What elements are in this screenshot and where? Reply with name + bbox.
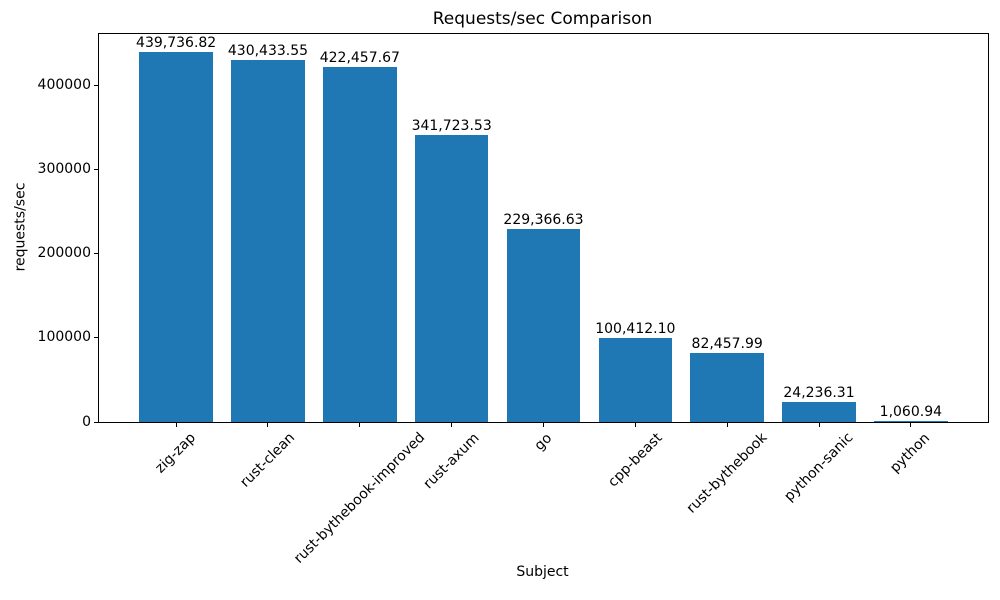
plot-area: 0 100000 200000 300000 400000 439,736.82 zig-z…: [38, 33, 989, 567]
y-tick: [94, 169, 98, 171]
x-tick: [451, 423, 453, 427]
x-tick-label-python-sanic: python-sanic: [781, 429, 857, 506]
y-tick-label: 400000: [37, 77, 91, 94]
x-tick: [634, 423, 636, 427]
bar-rust-axum: [414, 134, 489, 422]
x-tick-label-cpp-beast: cpp-beast: [604, 429, 666, 491]
y-tick-label: 200000: [37, 245, 91, 262]
bar-rust-bythebook: [690, 352, 764, 422]
bar-value-label: 229,366.63: [503, 212, 584, 229]
y-axis-label: requests/sec: [12, 182, 29, 272]
bar-cpp-beast: [598, 337, 673, 422]
bar-rust-bythebook-improved: [323, 66, 397, 422]
bar-value-label: 1,060.94: [879, 404, 943, 421]
y-tick: [94, 421, 98, 423]
x-tick: [726, 423, 728, 427]
y-tick-label: 0: [82, 413, 91, 430]
bar-value-label: 24,236.31: [783, 384, 855, 401]
bar-rust-clean: [231, 60, 305, 422]
bar-value-label: 82,457.99: [691, 335, 763, 352]
y-tick: [94, 85, 98, 87]
y-tick: [94, 337, 98, 339]
x-tick: [818, 423, 820, 427]
x-tick: [910, 423, 912, 427]
x-tick-label-rust-clean: rust-clean: [237, 429, 299, 491]
bar-value-label: 422,457.67: [319, 49, 400, 66]
x-tick: [543, 423, 544, 427]
bar-python: [874, 421, 948, 422]
x-axis-label: Subject: [516, 564, 569, 580]
y-tick-label: 100000: [37, 329, 91, 346]
bar-value-label: 430,433.55: [227, 43, 309, 60]
x-tick: [359, 423, 361, 427]
y-tick-label: 300000: [37, 161, 91, 178]
x-tick-label-rust-axum: rust-axum: [420, 430, 483, 493]
x-tick-label-zig-zap: zig-zap: [152, 429, 200, 477]
bar-value-label: 100,412.10: [595, 320, 676, 337]
bar-zig-zap: [139, 52, 213, 422]
x-tick-label-rust-bythebook-improved: rust-bythebook-improved: [290, 429, 429, 568]
x-tick: [175, 423, 177, 427]
bar-value-label: 341,723.53: [411, 117, 492, 134]
bar-go: [506, 229, 581, 422]
bar-python-sanic: [782, 401, 856, 422]
x-tick-label-go: go: [531, 429, 556, 454]
x-tick-label-python: python: [887, 429, 934, 476]
x-tick: [267, 423, 269, 427]
bar-value-label: 439,736.82: [136, 35, 217, 52]
x-tick-label-rust-bythebook: rust-bythebook: [683, 430, 771, 517]
chart-title: Requests/sec Comparison: [432, 9, 653, 29]
y-tick: [94, 253, 98, 255]
